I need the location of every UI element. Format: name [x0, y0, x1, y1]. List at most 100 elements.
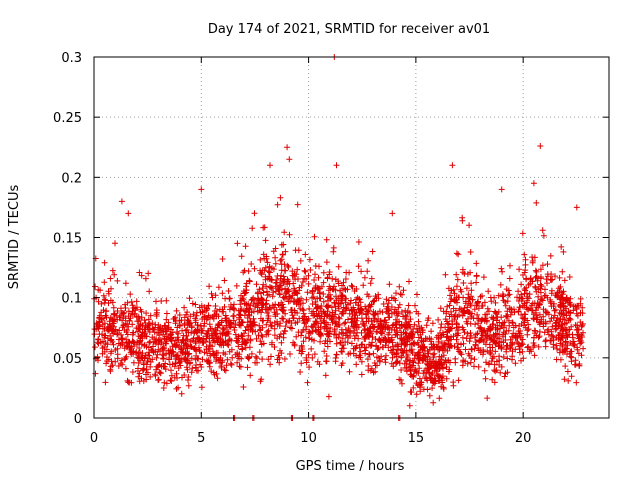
data-point — [563, 345, 570, 352]
data-point — [474, 315, 481, 322]
data-point — [413, 391, 420, 398]
data-point — [363, 318, 370, 325]
x-tick-label: 10 — [300, 431, 317, 446]
data-point — [321, 313, 328, 320]
data-point — [373, 343, 379, 350]
data-point — [423, 322, 430, 329]
data-point — [374, 354, 380, 361]
data-point — [562, 363, 569, 370]
data-point — [558, 310, 565, 317]
data-point — [192, 317, 199, 324]
data-points — [91, 54, 587, 421]
data-point — [558, 310, 565, 317]
data-point — [453, 250, 460, 257]
data-point — [486, 308, 492, 315]
data-point — [424, 317, 431, 324]
data-point — [540, 232, 547, 239]
data-point — [112, 347, 119, 353]
data-point — [300, 338, 307, 345]
data-point — [271, 332, 278, 339]
data-point — [172, 337, 179, 344]
data-point — [377, 337, 384, 344]
data-point — [542, 343, 549, 350]
data-point — [282, 328, 289, 335]
data-point — [524, 317, 531, 324]
data-point — [130, 339, 137, 345]
data-point — [332, 320, 339, 327]
data-point — [332, 287, 339, 294]
data-point — [367, 280, 374, 287]
data-point — [290, 339, 297, 346]
data-point — [404, 341, 411, 348]
data-point — [385, 300, 392, 307]
data-point — [548, 315, 555, 322]
data-point — [440, 308, 447, 315]
y-tick-label: 0.1 — [61, 292, 82, 307]
data-point — [410, 359, 417, 366]
data-point — [368, 275, 375, 282]
data-point — [302, 319, 309, 326]
data-point — [136, 269, 143, 276]
data-point — [505, 327, 512, 334]
data-point — [272, 288, 279, 295]
data-point — [396, 301, 403, 308]
data-point — [341, 285, 348, 292]
data-point — [186, 350, 193, 357]
data-point — [172, 360, 179, 367]
data-point — [574, 344, 581, 351]
data-point — [212, 292, 219, 299]
data-point — [468, 293, 475, 300]
data-point — [121, 309, 128, 316]
data-point — [501, 299, 508, 305]
data-point — [173, 307, 180, 314]
data-point — [353, 361, 360, 368]
data-point — [245, 301, 252, 307]
data-point — [140, 366, 147, 373]
data-point — [208, 332, 215, 339]
data-point — [500, 354, 507, 360]
data-point — [560, 349, 567, 356]
data-point — [481, 367, 488, 374]
data-point — [409, 362, 416, 369]
data-point — [210, 369, 217, 376]
data-point — [497, 369, 504, 376]
data-point — [107, 297, 114, 304]
data-point — [286, 317, 293, 324]
data-point — [111, 271, 118, 278]
data-point — [248, 309, 255, 316]
data-point — [299, 279, 306, 285]
data-point — [529, 278, 536, 285]
data-point — [294, 201, 301, 208]
data-point — [257, 338, 264, 345]
data-point — [492, 339, 499, 346]
data-point — [183, 332, 190, 339]
data-point — [264, 259, 271, 266]
data-point — [160, 356, 167, 362]
data-point — [258, 332, 265, 339]
data-point — [150, 343, 156, 350]
data-point — [516, 349, 523, 356]
data-point — [326, 271, 333, 278]
data-point — [348, 340, 355, 347]
data-point — [365, 257, 372, 264]
data-point — [246, 278, 253, 285]
data-point — [494, 314, 501, 320]
data-point — [466, 295, 473, 302]
data-point — [521, 251, 528, 258]
data-point — [107, 314, 114, 321]
data-point — [356, 352, 363, 359]
data-point — [303, 359, 310, 366]
data-point — [214, 322, 221, 329]
data-point — [577, 295, 584, 302]
data-point — [161, 379, 168, 386]
data-point — [533, 312, 540, 319]
data-point — [95, 286, 102, 293]
data-point — [144, 369, 151, 376]
data-point — [238, 253, 245, 260]
data-point — [206, 339, 213, 345]
data-point — [111, 310, 118, 317]
data-point — [408, 329, 415, 335]
data-point — [448, 343, 455, 350]
